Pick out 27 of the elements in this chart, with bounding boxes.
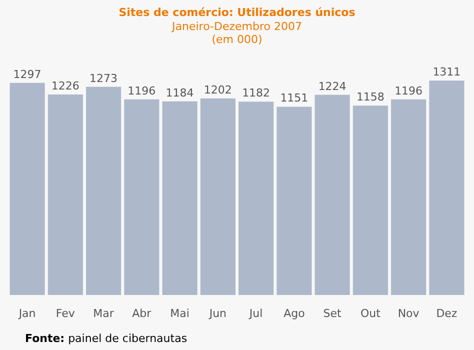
- chart-subtitle: Janeiro-Dezembro 2007 (em 000): [171, 20, 302, 46]
- data-label: 1273: [90, 72, 118, 85]
- data-label: 1196: [128, 84, 156, 98]
- x-tick-label: Abr: [132, 307, 152, 320]
- x-tick-label: Set: [323, 307, 342, 320]
- data-label: 1151: [280, 92, 308, 105]
- x-tick-label: Nov: [398, 307, 420, 320]
- chart-title: Sites de comércio: Utilizadores únicos: [118, 6, 356, 19]
- data-label: 1202: [204, 83, 232, 96]
- x-tick-label: Out: [360, 307, 382, 320]
- data-label: 1182: [242, 86, 270, 100]
- x-tick-label: Jul: [248, 307, 263, 320]
- x-tick-label: Ago: [284, 307, 306, 320]
- data-label: 1184: [166, 86, 194, 100]
- x-tick-label: Dez: [436, 307, 458, 320]
- source-note: Fonte: painel de cibernautas: [25, 332, 188, 345]
- data-label: 1297: [13, 68, 42, 81]
- x-tick-label: Mar: [93, 307, 114, 320]
- x-tick-label: Fev: [56, 307, 76, 320]
- x-tick-label: Mai: [170, 307, 190, 320]
- data-label: 1224: [318, 80, 346, 93]
- data-label: 1226: [51, 79, 80, 92]
- data-label: 1158: [356, 90, 384, 104]
- x-tick-label: Jan: [18, 307, 36, 320]
- data-label: 1311: [432, 66, 461, 79]
- x-tick-label: Jun: [208, 307, 227, 320]
- data-label: 1196: [394, 84, 423, 98]
